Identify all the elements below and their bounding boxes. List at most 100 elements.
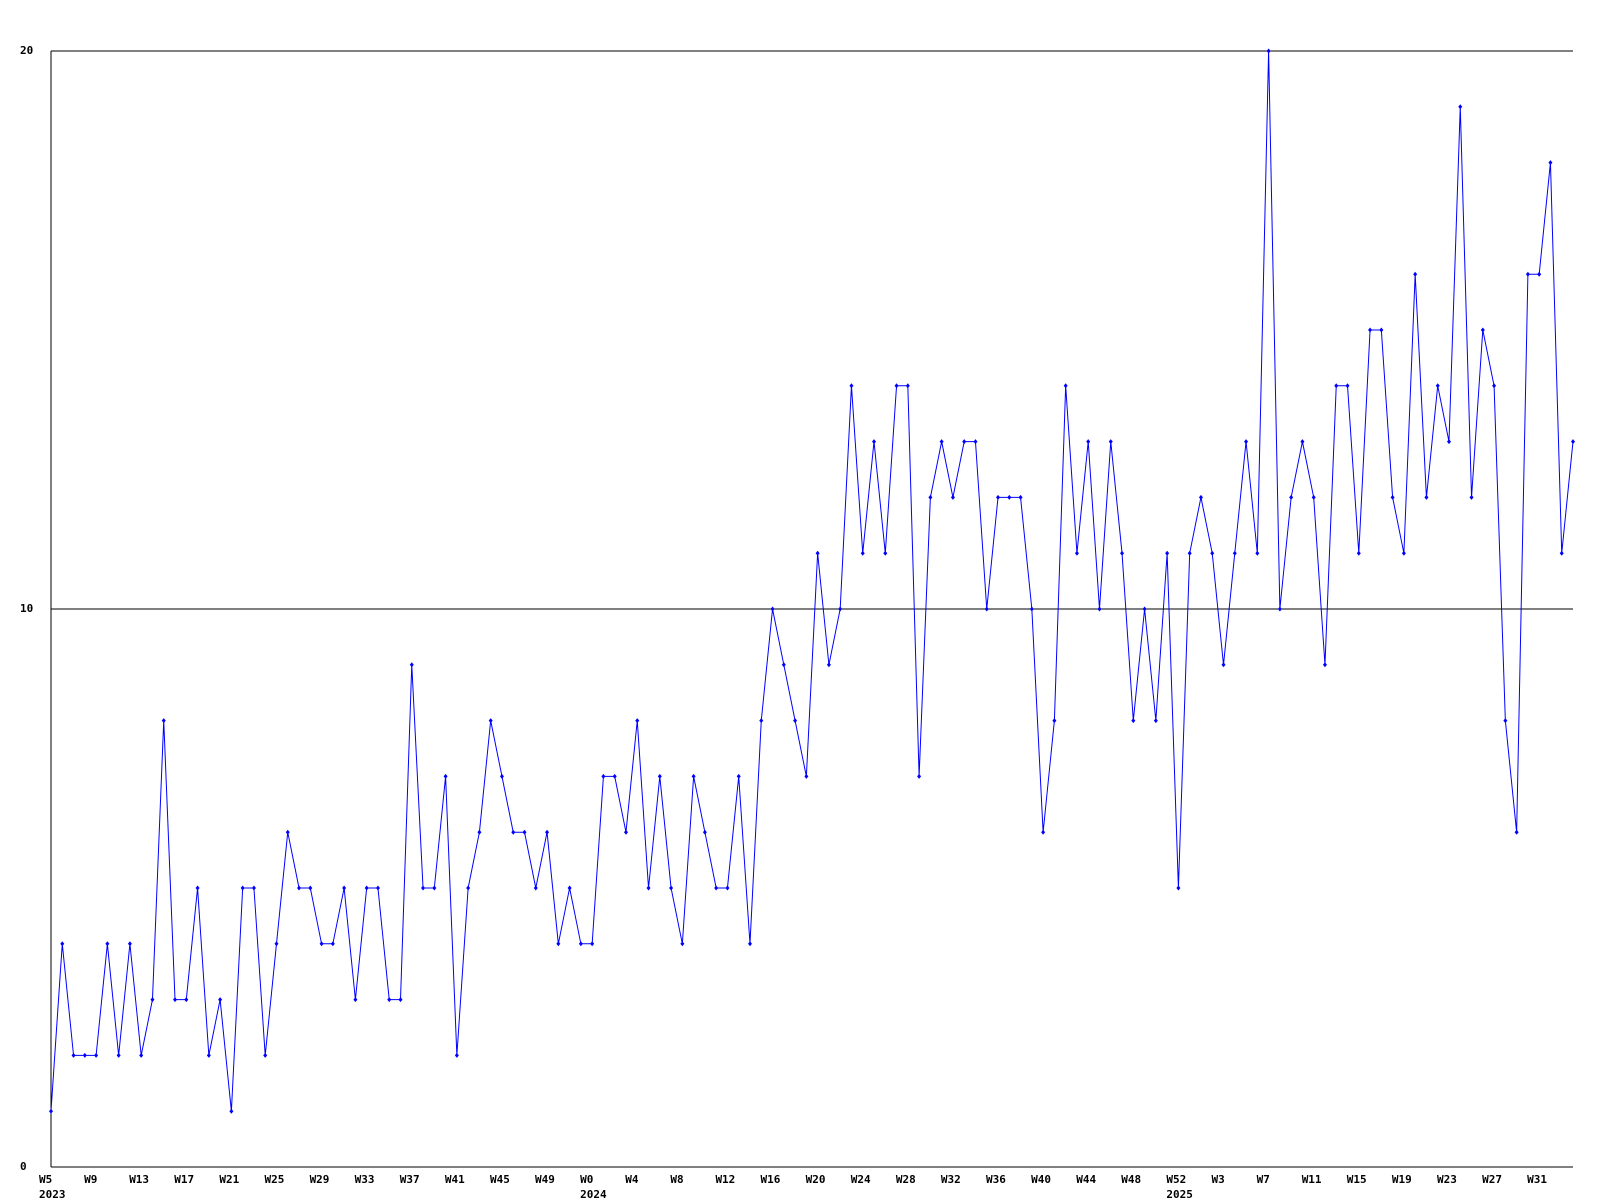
point (173, 997, 178, 1003)
x-tick-label: W12 (715, 1173, 735, 1186)
point (759, 718, 764, 724)
point (1063, 383, 1068, 389)
point (1165, 550, 1170, 556)
point (1153, 718, 1158, 724)
point (1221, 662, 1226, 668)
point (567, 885, 572, 891)
point (398, 997, 403, 1003)
x-tick-label: W23 (1437, 1173, 1457, 1186)
point (60, 941, 65, 947)
point (364, 885, 369, 891)
point (1232, 550, 1237, 556)
point (747, 941, 752, 947)
point (1041, 829, 1046, 835)
point (860, 550, 865, 556)
point (849, 383, 854, 389)
point (353, 997, 358, 1003)
point (1187, 550, 1192, 556)
x-tick-label: W8 (670, 1173, 683, 1186)
x-tick-label: W17 (174, 1173, 194, 1186)
x-tick-label: W33 (355, 1173, 375, 1186)
point (714, 885, 719, 891)
point (116, 1052, 121, 1058)
point (556, 941, 561, 947)
point (1176, 885, 1181, 891)
y-tick-label: 20 (20, 44, 33, 57)
x-tick-label: W13 (129, 1173, 149, 1186)
point (1458, 104, 1463, 110)
point (71, 1052, 76, 1058)
point (1108, 439, 1113, 445)
point (94, 1052, 99, 1058)
x-tick-label: W40 (1031, 1173, 1051, 1186)
point (1559, 550, 1564, 556)
point (1322, 662, 1327, 668)
point (1198, 494, 1203, 500)
point (1480, 327, 1485, 333)
x-tick-label: W25 (264, 1173, 284, 1186)
point (1390, 494, 1395, 500)
x-tick-label: W19 (1392, 1173, 1412, 1186)
x-tick-label: W20 (806, 1173, 826, 1186)
point (1469, 494, 1474, 500)
point (691, 773, 696, 779)
point (826, 662, 831, 668)
year-label: 2025 (1166, 1188, 1193, 1200)
point (1424, 494, 1429, 500)
point (928, 494, 933, 500)
point (251, 885, 256, 891)
x-tick-label: W9 (84, 1173, 97, 1186)
x-tick-label: W49 (535, 1173, 555, 1186)
point (184, 997, 189, 1003)
point (669, 885, 674, 891)
x-tick-label: W0 (580, 1173, 593, 1186)
point (1277, 606, 1282, 612)
y-tick-label: 10 (20, 602, 33, 615)
point (1514, 829, 1519, 835)
point (793, 718, 798, 724)
point (375, 885, 380, 891)
point (206, 1052, 211, 1058)
y-tick-label: 0 (20, 1160, 27, 1173)
point (1007, 494, 1012, 500)
point (838, 606, 843, 612)
point (1525, 271, 1530, 277)
point (770, 606, 775, 612)
point (342, 885, 347, 891)
point (330, 941, 335, 947)
point (285, 829, 290, 835)
point (872, 439, 877, 445)
point (962, 439, 967, 445)
line (50, 50, 1574, 1112)
x-tick-label: W5 (39, 1173, 52, 1186)
point (578, 941, 583, 947)
point (815, 550, 820, 556)
point (49, 1108, 53, 1114)
point (804, 773, 809, 779)
point (1537, 271, 1542, 277)
point (139, 1052, 144, 1058)
x-tick-label: W44 (1076, 1173, 1096, 1186)
point (522, 829, 527, 835)
point (996, 494, 1001, 500)
point (499, 773, 504, 779)
x-tick-label: W7 (1257, 1173, 1270, 1186)
point (1492, 383, 1497, 389)
point (1356, 550, 1361, 556)
point (950, 494, 955, 500)
point (1018, 494, 1023, 500)
point (533, 885, 538, 891)
point (443, 773, 448, 779)
x-tick-label: W27 (1482, 1173, 1502, 1186)
x-tick-label: W41 (445, 1173, 465, 1186)
point (218, 997, 223, 1003)
x-tick-label: W45 (490, 1173, 510, 1186)
point (150, 997, 155, 1003)
point (1142, 606, 1147, 612)
point (1368, 327, 1373, 333)
x-tick-label: W36 (986, 1173, 1006, 1186)
point (1289, 494, 1294, 500)
point (1300, 439, 1305, 445)
x-tick-label: W21 (219, 1173, 239, 1186)
